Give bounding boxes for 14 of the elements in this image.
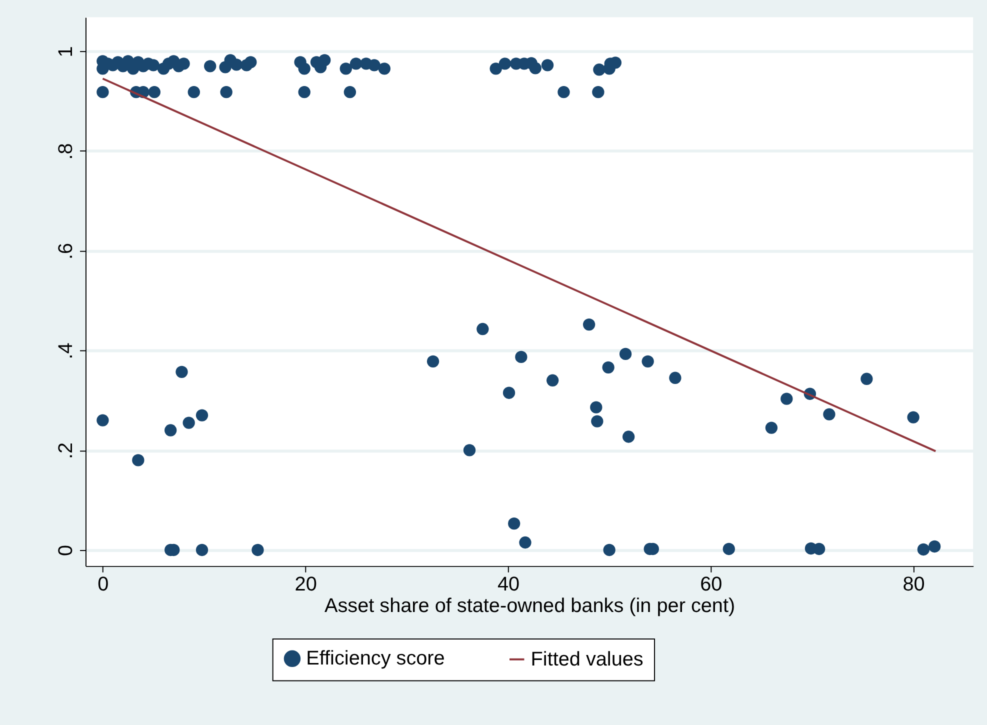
x-tick-label: 20	[294, 573, 317, 596]
y-tick-label: 1	[55, 46, 78, 58]
y-tick-label: .4	[55, 342, 78, 360]
y-tick-label: 0	[55, 544, 78, 556]
x-axis-title: Asset share of state-owned banks (in per cent)	[324, 595, 736, 618]
x-tick-label: 80	[902, 573, 925, 596]
y-tick-label: .6	[55, 242, 78, 260]
y-tick-label: .8	[55, 143, 78, 160]
x-tick-label: 40	[497, 573, 520, 596]
legend-label: Fitted values	[530, 648, 644, 670]
x-tick-label: 0	[98, 573, 109, 596]
legend-label: Efficiency score	[306, 648, 445, 670]
y-tick-label: .2	[55, 442, 78, 459]
x-tick-label: 60	[700, 573, 722, 596]
